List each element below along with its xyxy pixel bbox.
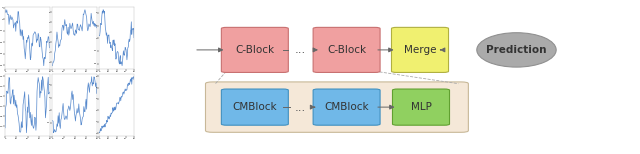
- Text: ...: ...: [295, 43, 307, 56]
- Text: CMBlock: CMBlock: [232, 102, 277, 112]
- Text: MLP: MLP: [411, 102, 431, 112]
- FancyBboxPatch shape: [313, 89, 380, 125]
- Text: C-Block: C-Block: [236, 45, 275, 55]
- Text: C-Block: C-Block: [327, 45, 366, 55]
- Ellipse shape: [477, 33, 556, 67]
- Text: CMBlock: CMBlock: [324, 102, 369, 112]
- Text: Merge: Merge: [404, 45, 436, 55]
- FancyBboxPatch shape: [205, 82, 468, 132]
- FancyBboxPatch shape: [221, 27, 288, 72]
- FancyBboxPatch shape: [313, 27, 380, 72]
- Text: ...: ...: [295, 101, 307, 114]
- FancyBboxPatch shape: [221, 89, 288, 125]
- FancyBboxPatch shape: [392, 27, 449, 72]
- FancyBboxPatch shape: [392, 89, 449, 125]
- Text: Prediction: Prediction: [486, 45, 547, 55]
